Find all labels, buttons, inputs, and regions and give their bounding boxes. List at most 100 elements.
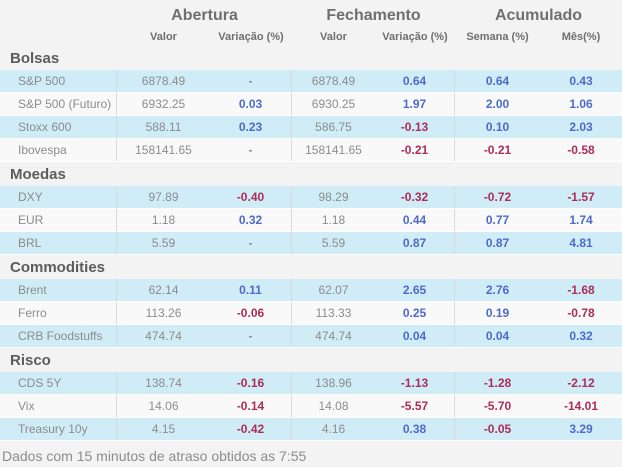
value-cell: 113.26 xyxy=(145,306,182,320)
value-cell: -0.72 xyxy=(483,190,512,204)
value-cell: -1.68 xyxy=(567,283,595,297)
value-cell: 1.18 xyxy=(321,213,346,227)
table-row: CDS 5Y 138.74 -0.16 138.96 -1.13 -1.28 -2.12 xyxy=(0,372,622,395)
table-row: S&P 500 6878.49 - 6878.49 0.64 0.64 0.43 xyxy=(0,70,622,93)
value-cell: 0.11 xyxy=(210,279,292,301)
value-cell: 0.03 xyxy=(210,93,292,115)
value-cell: 0.04 xyxy=(375,325,455,347)
row-label: CDS 5Y xyxy=(0,372,117,394)
value-cell: 588.11 xyxy=(145,120,182,134)
value-cell: 1.97 xyxy=(375,93,455,115)
column-group-acumulado: Acumulado xyxy=(494,7,583,24)
table-row: Treasury 10y 4.15 -0.42 4.16 0.38 -0.05 3.29 xyxy=(0,418,622,441)
column-group-abertura: Abertura xyxy=(171,7,238,24)
value-cell: 14.06 xyxy=(148,399,179,413)
subheader-semana: Semana (%) xyxy=(466,31,529,43)
subheader-abertura-valor: Valor xyxy=(150,31,177,43)
value-cell: - xyxy=(210,232,292,254)
value-cell: 0.43 xyxy=(569,74,593,88)
row-label: Vix xyxy=(0,395,117,417)
value-cell: 0.25 xyxy=(375,302,455,324)
value-cell: 2.00 xyxy=(485,97,510,111)
value-cell: -5.57 xyxy=(375,395,455,417)
row-label: Ibovespa xyxy=(0,139,117,161)
value-cell: 14.08 xyxy=(318,399,349,413)
table-body: Bolsas S&P 500 6878.49 - 6878.49 0.64 0.64 0.43… xyxy=(0,46,622,441)
value-cell: 0.32 xyxy=(569,329,593,343)
value-cell: -0.78 xyxy=(567,306,595,320)
subheader-abertura-variacao: Variação (%) xyxy=(218,31,284,43)
value-cell: 474.74 xyxy=(145,329,182,343)
value-cell: 5.59 xyxy=(321,236,346,250)
value-cell: 0.19 xyxy=(485,306,510,320)
column-subheader-row: Valor Variação (%) Valor Variação (%) Se… xyxy=(0,28,622,46)
row-label: CRB Foodstuffs xyxy=(0,325,117,347)
value-cell: -0.21 xyxy=(483,143,512,157)
section-moedas: Moedas DXY 97.89 -0.40 98.29 -0.32 -0.72 -1.57 E… xyxy=(0,162,622,255)
value-cell: -0.06 xyxy=(210,302,292,324)
value-cell: -1.28 xyxy=(483,376,512,390)
value-cell: 5.59 xyxy=(151,236,176,250)
value-cell: 4.15 xyxy=(151,422,176,436)
table-row: DXY 97.89 -0.40 98.29 -0.32 -0.72 -1.57 xyxy=(0,186,622,209)
table-row: EUR 1.18 0.32 1.18 0.44 0.77 1.74 xyxy=(0,209,622,232)
value-cell: -0.16 xyxy=(210,372,292,394)
table-row: Brent 62.14 0.11 62.07 2.65 2.76 -1.68 xyxy=(0,279,622,302)
value-cell: 97.89 xyxy=(148,190,179,204)
value-cell: 0.32 xyxy=(210,209,292,231)
section-risco: Risco CDS 5Y 138.74 -0.16 138.96 -1.13 -1.28 -2… xyxy=(0,348,622,441)
value-cell: 113.33 xyxy=(315,306,352,320)
value-cell: 138.96 xyxy=(315,376,352,390)
section-title: Risco xyxy=(10,352,51,369)
value-cell: 2.65 xyxy=(375,279,455,301)
value-cell: -0.40 xyxy=(210,186,292,208)
section-title: Moedas xyxy=(10,166,66,183)
value-cell: -0.42 xyxy=(210,418,292,440)
value-cell: 62.07 xyxy=(318,283,349,297)
value-cell: 158141.65 xyxy=(135,143,192,157)
value-cell: 0.64 xyxy=(375,70,455,92)
value-cell: -1.13 xyxy=(375,372,455,394)
row-label: Ferro xyxy=(0,302,117,324)
value-cell: - xyxy=(210,70,292,92)
value-cell: 0.87 xyxy=(485,236,510,250)
section-bolsas: Bolsas S&P 500 6878.49 - 6878.49 0.64 0.64 0.43… xyxy=(0,46,622,162)
value-cell: -0.21 xyxy=(375,139,455,161)
value-cell: 3.29 xyxy=(569,422,593,436)
value-cell: 2.76 xyxy=(485,283,510,297)
value-cell: 6932.25 xyxy=(141,97,186,111)
value-cell: 158141.65 xyxy=(305,143,362,157)
value-cell: - xyxy=(210,139,292,161)
table-row: S&P 500 (Futuro) 6932.25 0.03 6930.25 1.97 2.… xyxy=(0,93,622,116)
value-cell: 0.10 xyxy=(485,120,510,134)
value-cell: 6878.49 xyxy=(311,74,356,88)
value-cell: -0.05 xyxy=(483,422,512,436)
row-label: Brent xyxy=(0,279,117,301)
value-cell: 62.14 xyxy=(148,283,179,297)
value-cell: 0.38 xyxy=(375,418,455,440)
row-label: EUR xyxy=(0,209,117,231)
row-label: DXY xyxy=(0,186,117,208)
table-header: Abertura Fechamento Acumulado Valor Vari… xyxy=(0,0,622,46)
value-cell: 0.23 xyxy=(210,116,292,138)
column-group-fechamento: Fechamento xyxy=(326,7,421,24)
row-label: Treasury 10y xyxy=(0,418,117,440)
value-cell: -14.01 xyxy=(563,399,599,413)
value-cell: 0.04 xyxy=(485,329,510,343)
value-cell: 6930.25 xyxy=(311,97,356,111)
table-row: Ferro 113.26 -0.06 113.33 0.25 0.19 -0.78 xyxy=(0,302,622,325)
value-cell: -0.58 xyxy=(567,143,595,157)
value-cell: - xyxy=(210,325,292,347)
value-cell: -0.32 xyxy=(375,186,455,208)
table-row: Vix 14.06 -0.14 14.08 -5.57 -5.70 -14.01 xyxy=(0,395,622,418)
row-label: BRL xyxy=(0,232,117,254)
value-cell: 586.75 xyxy=(315,120,352,134)
value-cell: 138.74 xyxy=(145,376,182,390)
table-row: Stoxx 600 588.11 0.23 586.75 -0.13 0.10 2.03 xyxy=(0,116,622,139)
value-cell: 6878.49 xyxy=(141,74,186,88)
table-row: CRB Foodstuffs 474.74 - 474.74 0.04 0.04 0.32 xyxy=(0,325,622,348)
table-row: Ibovespa 158141.65-158141.65 -0.21 -0.21 -0.… xyxy=(0,139,622,162)
table-row: BRL 5.59 - 5.59 0.87 0.87 4.81 xyxy=(0,232,622,255)
value-cell: -5.70 xyxy=(483,399,512,413)
